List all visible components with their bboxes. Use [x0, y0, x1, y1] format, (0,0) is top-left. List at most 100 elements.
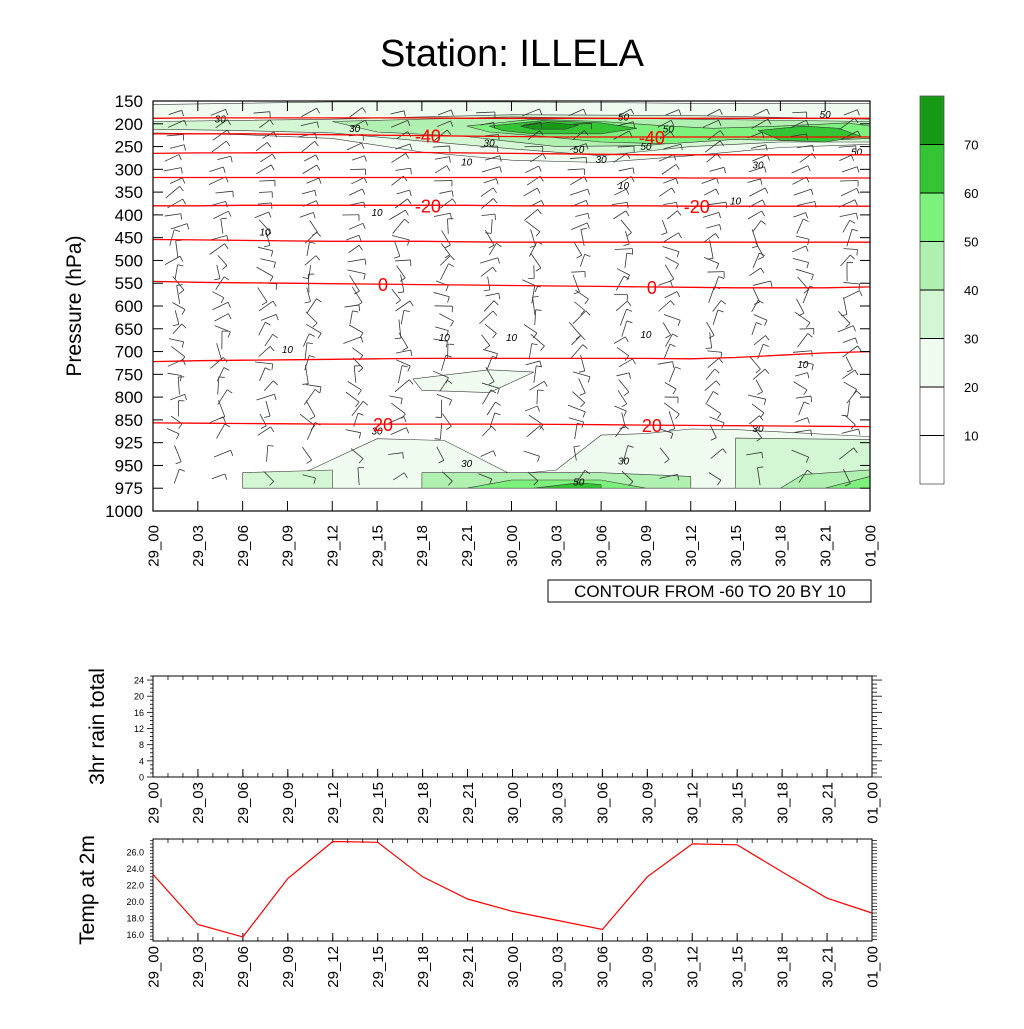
wind-barb-flag — [183, 359, 185, 365]
temp-y-label-24.0: 24.0 — [126, 864, 144, 874]
wind-barb — [537, 390, 538, 404]
wind-barb — [440, 199, 452, 208]
wind-barb-flag — [485, 233, 491, 234]
wind-barb — [167, 199, 182, 208]
wind-barb-flag — [627, 301, 631, 306]
wind-barb — [169, 339, 184, 342]
wind-barb-flag — [812, 274, 814, 280]
wind-barb — [752, 229, 758, 246]
temp-time-label-29_18: 29_18 — [415, 946, 432, 988]
wind-barb-flag — [764, 167, 766, 173]
wind-barb-flag — [411, 350, 412, 356]
wind-barb-flag — [537, 406, 539, 412]
wind-barb-flag — [715, 233, 719, 238]
wind-barb — [304, 389, 315, 404]
wind-barb-flag — [223, 167, 225, 173]
wind-barb — [842, 429, 859, 433]
wind-barb — [616, 276, 624, 290]
wind-barb-flag — [719, 358, 723, 363]
temp-time-label-29_12: 29_12 — [325, 946, 342, 988]
wind-barb — [796, 236, 809, 239]
wind-barb-flag — [228, 211, 230, 216]
wind-barb — [258, 287, 267, 301]
colorbar-label-20: 20 — [964, 380, 978, 395]
temperature-contour — [153, 205, 870, 206]
wind-barb-flag — [449, 157, 450, 163]
wind-barb-flag — [494, 301, 498, 305]
wind-barb-flag — [406, 428, 408, 434]
wind-barb-flag — [677, 292, 680, 297]
wind-barb-flag — [309, 356, 315, 358]
wind-barb-flag — [581, 228, 587, 229]
temp-time-label-30_21: 30_21 — [819, 946, 836, 988]
wind-barb-flag — [542, 200, 545, 205]
temperature-contour — [153, 240, 870, 243]
wind-barb — [617, 347, 629, 355]
wind-barb-flag — [365, 259, 366, 265]
wind-barb-flag — [806, 323, 810, 328]
wind-barb — [482, 426, 491, 436]
wind-barb — [350, 169, 365, 170]
wind-barb — [847, 391, 857, 403]
wind-barb-flag — [445, 245, 450, 248]
wind-barb — [839, 155, 851, 160]
wind-barb-flag — [179, 155, 181, 160]
wind-barb-flag — [719, 212, 721, 218]
colorbar-box — [920, 242, 944, 291]
temperature-contour-label: 0 — [378, 275, 388, 295]
colorbar-box — [920, 339, 944, 388]
wind-barb-flag — [627, 233, 632, 237]
wind-barb-flag — [362, 189, 364, 194]
wind-barb-flag — [579, 371, 585, 372]
wind-barb — [707, 391, 714, 402]
wind-barb-flag — [265, 322, 270, 325]
wind-barb-flag — [675, 367, 681, 369]
pressure-tick-label-1000: 1000 — [105, 502, 143, 521]
wind-barb-flag — [267, 142, 271, 147]
wind-barb-flag — [449, 400, 451, 406]
wind-barb — [580, 254, 584, 266]
wind-barb — [708, 202, 726, 205]
wind-speed-contour-label-10: 10 — [461, 158, 473, 169]
wind-barb — [265, 334, 273, 346]
wind-barb — [569, 322, 580, 335]
wind-barb-flag — [316, 256, 320, 261]
wind-barb — [706, 369, 715, 380]
temp-time-label-29_09: 29_09 — [280, 946, 297, 988]
contour-time-label-30_12: 30_12 — [683, 525, 700, 567]
wind-barb-flag — [228, 332, 230, 337]
wind-barb-flag — [183, 199, 186, 204]
colorbar-box — [920, 387, 944, 436]
wind-barb — [349, 325, 363, 333]
wind-barb-flag — [536, 268, 541, 271]
colorbar-label-60: 60 — [964, 186, 978, 201]
wind-barb-flag — [179, 469, 185, 471]
wind-barb — [172, 302, 185, 309]
wind-barb — [310, 220, 318, 232]
wind-barb — [395, 168, 410, 170]
wind-barb-flag — [856, 391, 861, 395]
temp-y-axis-label: Temp at 2m — [76, 835, 99, 945]
wind-barb-flag — [404, 417, 406, 423]
wind-barb-flag — [498, 258, 500, 264]
wind-barb — [345, 430, 360, 433]
wind-barb-flag — [274, 262, 276, 268]
rain-time-label-30_21: 30_21 — [819, 782, 836, 824]
temperature-contour — [153, 178, 870, 179]
wind-barb-flag — [625, 337, 628, 342]
wind-barb — [753, 221, 761, 232]
wind-barb — [753, 253, 759, 268]
wind-barb — [525, 406, 537, 411]
wind-barb — [435, 327, 448, 331]
wind-barb-flag — [269, 212, 271, 218]
wind-barb-flag — [808, 373, 809, 379]
wind-barb-flag — [358, 368, 362, 372]
wind-barb-flag — [402, 414, 406, 419]
wind-barb-flag — [184, 145, 185, 151]
wind-barb-flag — [261, 426, 266, 429]
wind-barb-flag — [676, 178, 678, 184]
wind-barb — [395, 260, 411, 261]
wind-barb — [485, 230, 494, 245]
pressure-tick-label-700: 700 — [115, 343, 143, 362]
